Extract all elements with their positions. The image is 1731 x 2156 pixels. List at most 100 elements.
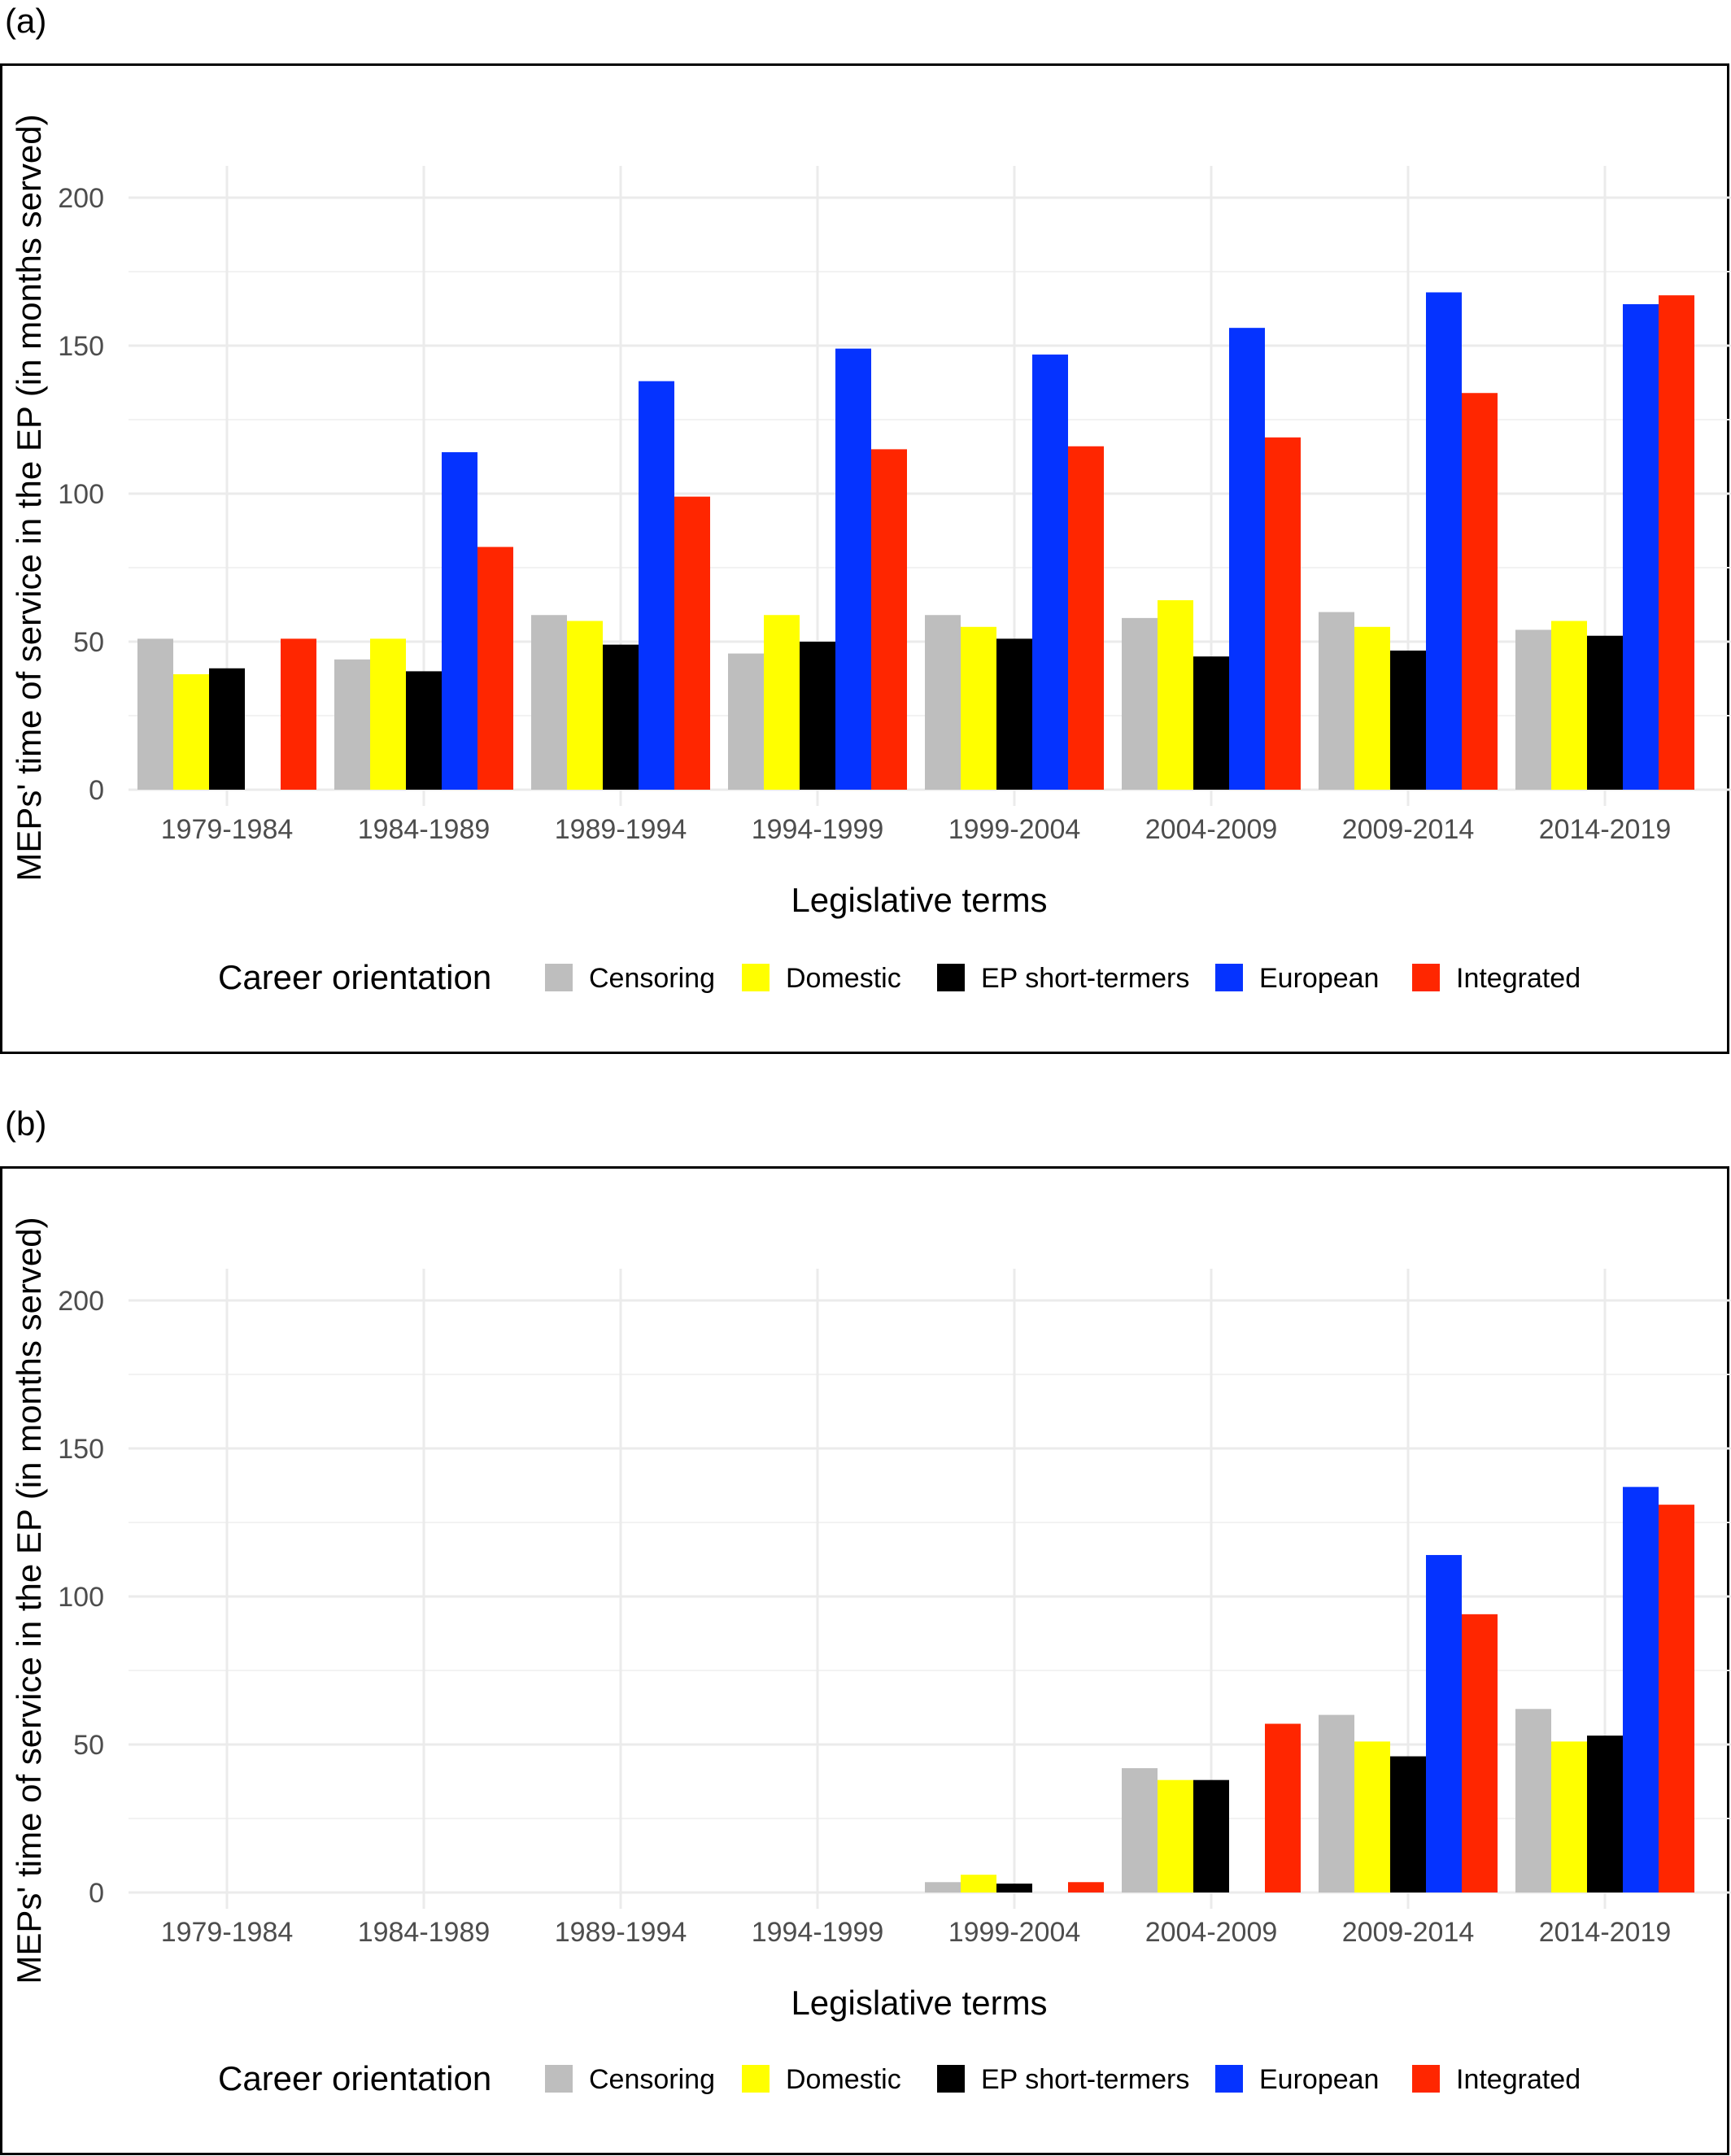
bar-integrated-2009-2014: [1462, 1614, 1498, 1892]
bar-domestic-1994-1999: [764, 615, 800, 790]
bar-ep-short-termers-1989-1994: [603, 644, 639, 790]
x-tick-label: 1999-2004: [948, 1917, 1081, 1948]
panel-b-label: (b): [5, 1104, 47, 1143]
y-tick-label: 200: [58, 183, 104, 214]
bar-censoring-2009-2014: [1319, 1714, 1354, 1892]
bar-integrated-2009-2014: [1462, 393, 1498, 790]
legend-label: European: [1259, 2064, 1379, 2095]
bar-ep-short-termers-1999-2004: [996, 1884, 1032, 1892]
legend-key-integrated: [1412, 964, 1440, 991]
bar-ep-short-termers-2004-2009: [1193, 1779, 1229, 1892]
bar-european-2004-2009: [1229, 328, 1265, 790]
bar-domestic-1999-2004: [961, 626, 996, 790]
bar-censoring-1999-2004: [925, 1882, 961, 1892]
x-tick-label: 2004-2009: [1145, 814, 1278, 845]
y-tick-label: 150: [58, 331, 104, 362]
bar-domestic-2014-2019: [1551, 621, 1587, 790]
x-tick-label: 2004-2009: [1145, 1917, 1278, 1948]
y-axis-title: MEPs' time of service in the EP (in mont…: [10, 114, 48, 881]
x-tick-label: 2014-2019: [1539, 814, 1672, 845]
legend-label: Censoring: [589, 963, 715, 994]
x-tick-label: 1979-1984: [161, 1917, 294, 1948]
bar-domestic-2014-2019: [1551, 1741, 1587, 1892]
chart-panel-a: 0 50 100 150 200 1979-1984 1984-1989 1989-1994 1…: [10, 114, 1731, 996]
y-tick-label: 50: [73, 1730, 104, 1761]
bar-ep-short-termers-1994-1999: [800, 642, 835, 790]
bar-domestic-2004-2009: [1158, 600, 1193, 790]
bar-european-1999-2004: [1032, 354, 1068, 790]
bar-censoring-1989-1994: [531, 615, 567, 790]
bar-integrated-1999-2004: [1068, 446, 1104, 790]
bar-domestic-1984-1989: [370, 638, 406, 790]
x-axis-title: Legislative terms: [791, 881, 1047, 919]
bar-censoring-2004-2009: [1122, 1768, 1158, 1892]
legend-key-censoring: [545, 964, 573, 991]
x-tick-label: 2009-2014: [1342, 1917, 1475, 1948]
bar-ep-short-termers-2014-2019: [1587, 635, 1623, 790]
bar-integrated-1999-2004: [1068, 1882, 1104, 1892]
x-tick-label: 2009-2014: [1342, 814, 1475, 845]
x-tick-label: 1989-1994: [555, 1917, 687, 1948]
x-axis-title: Legislative terms: [791, 1984, 1047, 2022]
bar-censoring-1979-1984: [137, 638, 173, 790]
bar-domestic-2009-2014: [1354, 626, 1390, 790]
bar-domestic-1999-2004: [961, 1875, 996, 1892]
bar-ep-short-termers-1984-1989: [406, 671, 442, 790]
legend-label: Integrated: [1456, 963, 1581, 994]
bar-ep-short-termers-1999-2004: [996, 638, 1032, 790]
legend-key-domestic: [742, 964, 770, 991]
bar-censoring-2014-2019: [1515, 629, 1551, 790]
x-tick-label: 1994-1999: [752, 814, 884, 845]
bar-domestic-2004-2009: [1158, 1779, 1193, 1892]
bar-european-1994-1999: [835, 348, 871, 790]
legend-title: Career orientation: [218, 2059, 491, 2097]
bar-censoring-1984-1989: [334, 659, 370, 790]
bar-domestic-1979-1984: [173, 674, 209, 790]
bar-integrated-2014-2019: [1659, 295, 1694, 790]
bar-integrated-2014-2019: [1659, 1505, 1694, 1892]
x-tick-label: 1984-1989: [358, 814, 491, 845]
bar-integrated-1984-1989: [477, 547, 513, 790]
y-tick-label: 100: [58, 479, 104, 510]
bar-censoring-2009-2014: [1319, 612, 1354, 790]
x-tick-label: 1989-1994: [555, 814, 687, 845]
y-tick-label: 0: [89, 775, 104, 806]
bar-integrated-2004-2009: [1265, 437, 1301, 790]
legend-key-integrated: [1412, 2065, 1440, 2093]
legend-label: Censoring: [589, 2064, 715, 2095]
x-tick-label: 1994-1999: [752, 1917, 884, 1948]
bar-censoring-1999-2004: [925, 615, 961, 790]
bar-domestic-2009-2014: [1354, 1741, 1390, 1892]
bar-ep-short-termers-2014-2019: [1587, 1736, 1623, 1892]
legend-label: Integrated: [1456, 2064, 1581, 2095]
y-tick-label: 100: [58, 1582, 104, 1613]
x-tick-label: 1999-2004: [948, 814, 1081, 845]
bar-european-2014-2019: [1623, 304, 1659, 790]
chart-panel-b: 0 50 100 150 200 1979-1984 1984-1989 1989-1994 1…: [10, 1217, 1731, 2097]
bar-censoring-1994-1999: [728, 653, 764, 790]
legend-key-ep-short-termers: [937, 964, 965, 991]
legend-key-european: [1215, 964, 1243, 991]
y-tick-label: 50: [73, 627, 104, 658]
bar-european-2014-2019: [1623, 1487, 1659, 1892]
y-axis-title: MEPs' time of service in the EP (in mont…: [10, 1217, 48, 1984]
legend-key-ep-short-termers: [937, 2065, 965, 2093]
y-tick-label: 0: [89, 1878, 104, 1909]
legend-label: European: [1259, 963, 1379, 994]
bar-ep-short-termers-2009-2014: [1390, 1756, 1426, 1892]
bar-european-1984-1989: [442, 452, 477, 790]
bar-integrated-1994-1999: [871, 449, 907, 790]
panel-a-label: (a): [5, 2, 47, 40]
legend-title: Career orientation: [218, 958, 491, 996]
x-tick-label: 1979-1984: [161, 814, 294, 845]
bar-integrated-1989-1994: [674, 496, 710, 790]
bar-ep-short-termers-2009-2014: [1390, 650, 1426, 790]
bar-integrated-1979-1984: [281, 638, 316, 790]
legend: Career orientation Censoring Domestic EP sh…: [218, 958, 1581, 996]
y-tick-label: 200: [58, 1286, 104, 1317]
bar-censoring-2014-2019: [1515, 1709, 1551, 1892]
legend-label: EP short-termers: [981, 2064, 1189, 2095]
bar-censoring-2004-2009: [1122, 617, 1158, 790]
legend-label: Domestic: [786, 963, 901, 994]
